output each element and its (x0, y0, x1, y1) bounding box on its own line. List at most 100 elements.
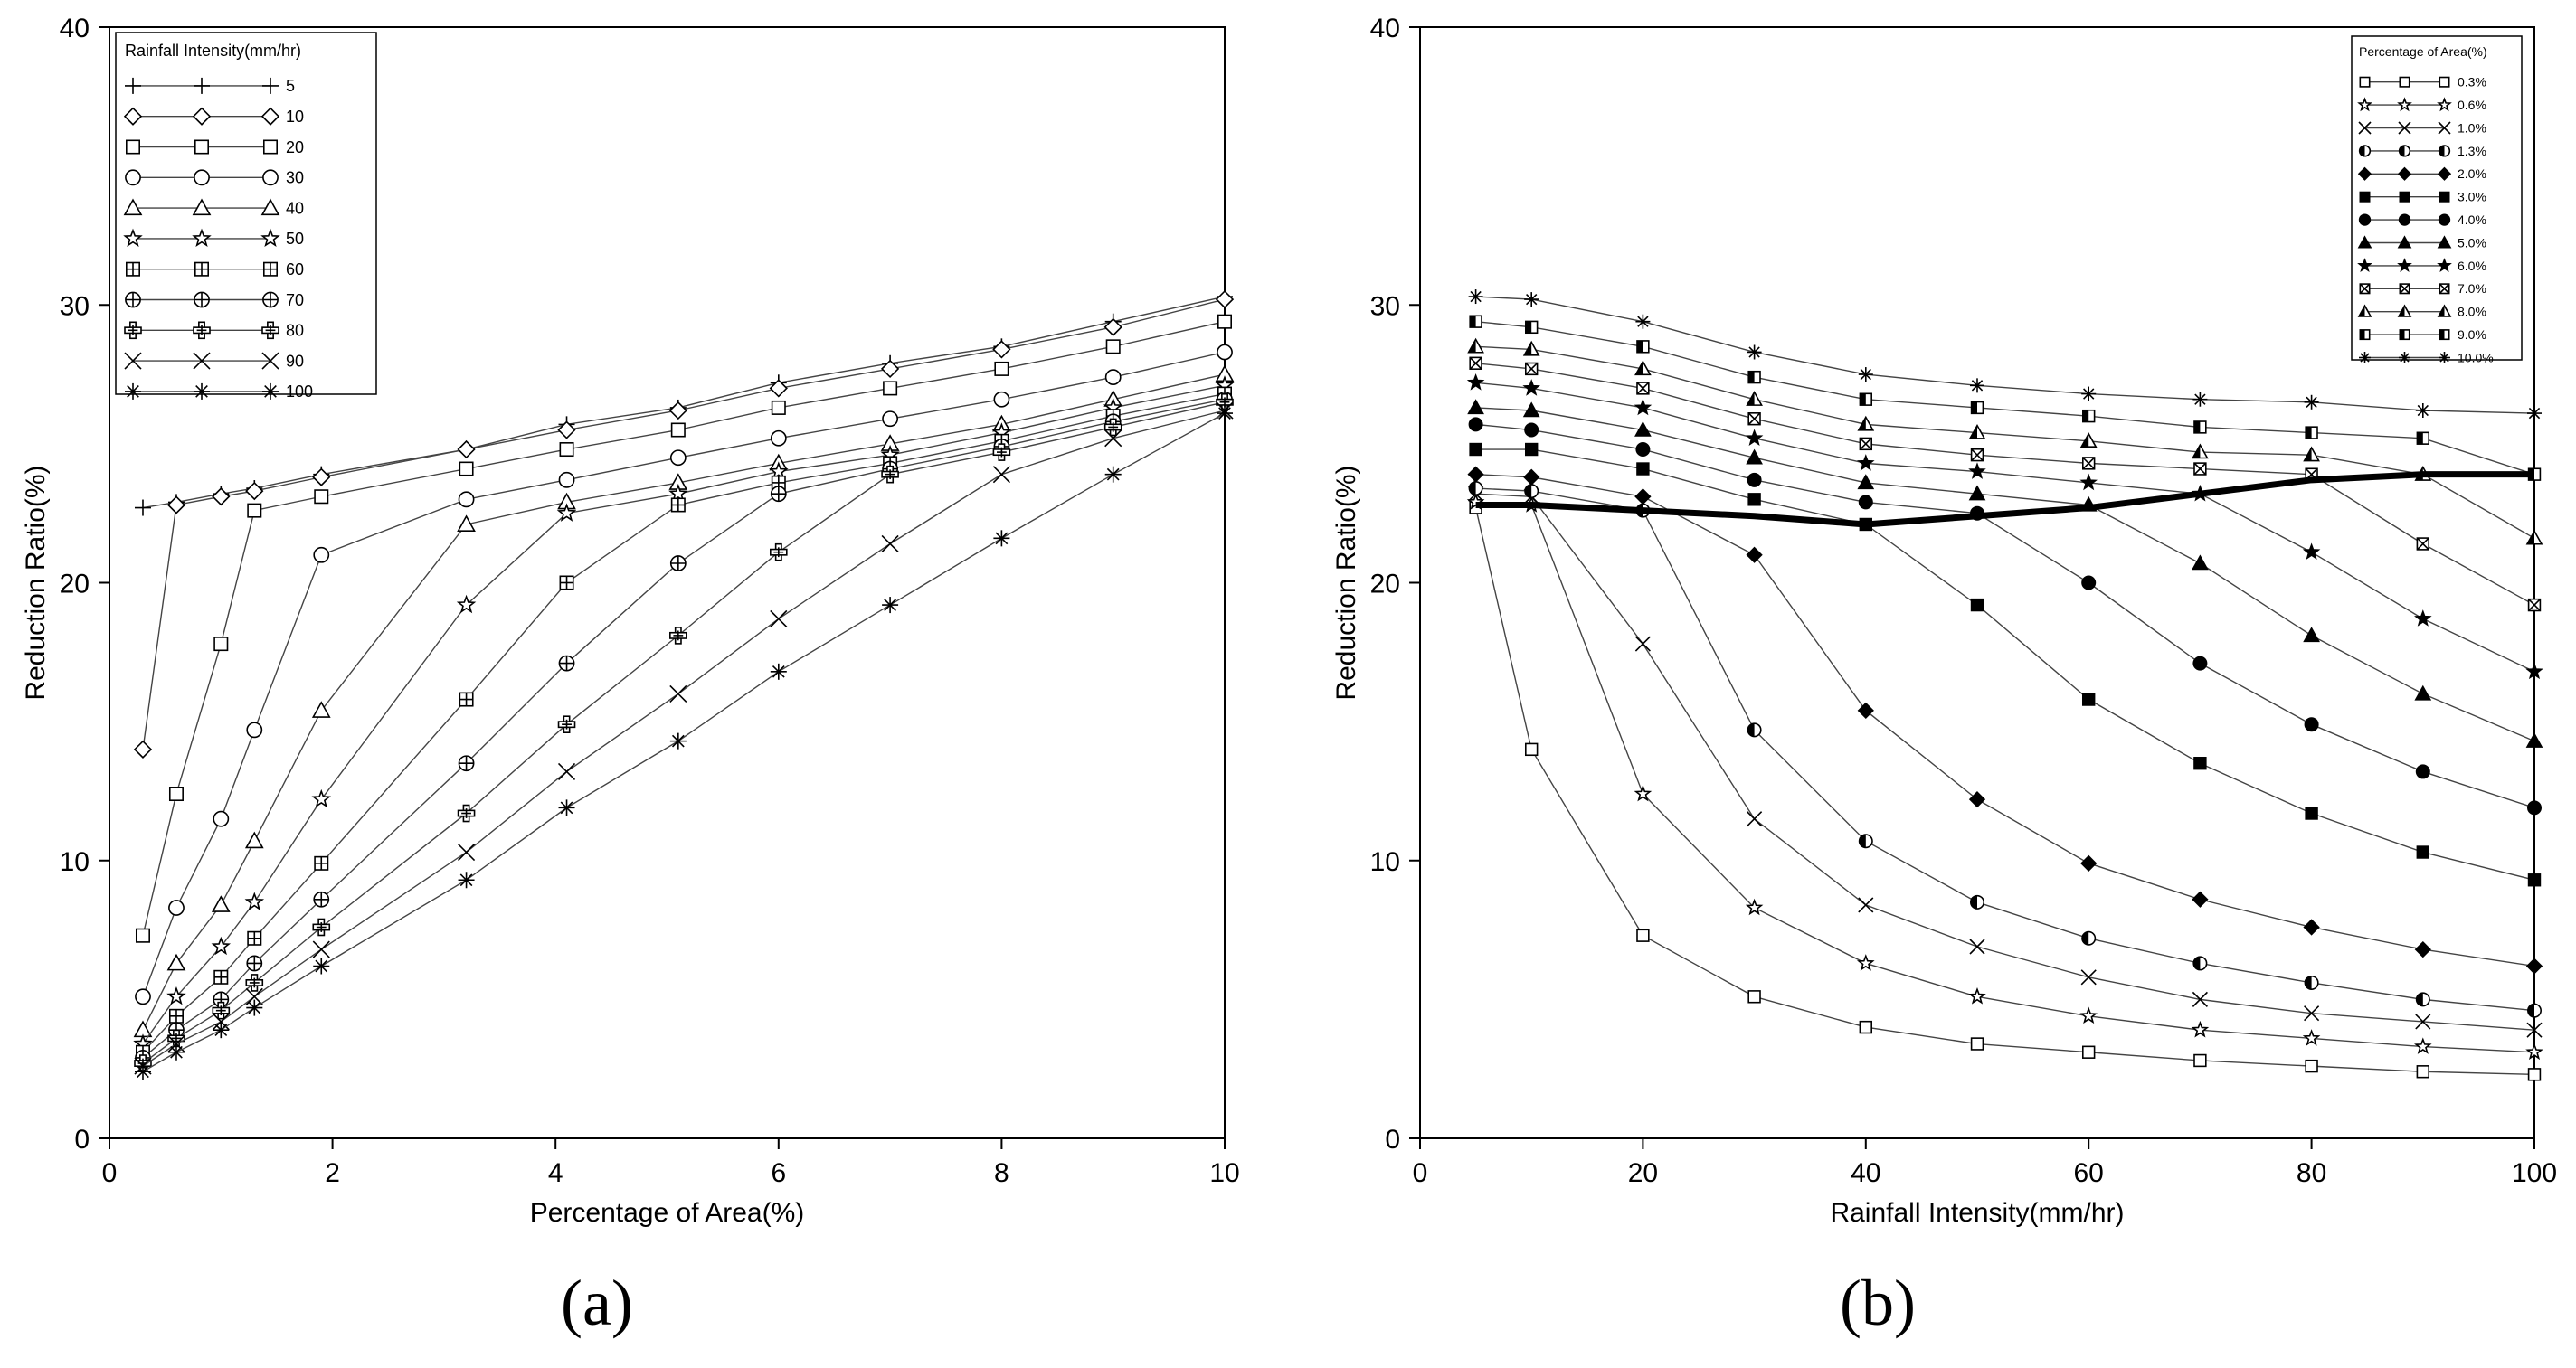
b-data-point (2416, 845, 2430, 859)
b-series-9-0- (1469, 315, 2542, 481)
a-data-point (456, 594, 477, 614)
a-data-point (882, 410, 899, 428)
b-data-point (1859, 392, 1873, 406)
a-data-point (992, 443, 1011, 461)
a-data-point (213, 810, 230, 827)
a-data-point (244, 831, 264, 849)
b-data-point (2304, 1005, 2320, 1022)
b-data-point (1970, 1037, 1984, 1051)
b-legend-marker (2437, 304, 2452, 317)
b-data-point (1522, 379, 1540, 396)
a-data-point (212, 487, 231, 506)
b-legend-marker (2399, 191, 2410, 203)
b-data-point (2193, 462, 2207, 476)
b-data-point (2525, 958, 2543, 975)
b-data-point (1467, 337, 1484, 354)
b-data-point (1523, 468, 1540, 486)
a-series-line (142, 373, 1226, 1031)
a-series-40 (133, 364, 1235, 1038)
b-legend-marker (2399, 283, 2410, 295)
b-legend-item: 1.0% (2358, 120, 2486, 135)
b-xtick-label: 100 (2512, 1158, 2557, 1188)
b-data-point (2303, 446, 2320, 462)
b-data-point (1468, 481, 1483, 496)
b-series-10-0- (1468, 289, 2542, 421)
b-legend-marker (2358, 213, 2372, 226)
b-data-point (1634, 488, 1652, 505)
b-data-point (2081, 693, 2096, 706)
b-series-line (1475, 473, 2535, 967)
b-data-point (2416, 537, 2430, 551)
b-ytick-label: 20 (1370, 570, 1400, 599)
b-data-point (1968, 423, 1986, 439)
a-data-point (134, 499, 151, 516)
b-legend-item: 3.0% (2359, 190, 2486, 204)
b-data-point (2303, 627, 2320, 643)
a-legend-marker (261, 321, 279, 340)
b-data-point (2192, 991, 2208, 1007)
b-data-point (2079, 473, 2098, 491)
b-series-5-0- (1467, 399, 2543, 748)
a-data-point (558, 799, 575, 816)
a-data-point (135, 988, 151, 1005)
a-series-100 (134, 405, 1233, 1080)
b-data-point (2305, 807, 2318, 820)
b-data-point (2193, 1053, 2207, 1068)
a-legend-item: 30 (125, 169, 304, 187)
a-legend-item: 20 (126, 138, 304, 156)
b-data-point (1636, 340, 1650, 354)
a-legend-marker (260, 107, 280, 126)
a-data-point (669, 684, 687, 703)
b-data-point (1636, 462, 1650, 476)
a-data-point (245, 481, 264, 501)
b-legend: Percentage of Area(%) 0.3% 0.6% 1.0% 1.3% 2.0… (2351, 35, 2523, 364)
a-data-point (1217, 344, 1233, 361)
b-legend-marker (2359, 352, 2371, 363)
a-legend-marker (192, 198, 212, 216)
b-data-point (2415, 403, 2430, 419)
b-legend-label: 9.0% (2458, 327, 2486, 342)
b-y-axis-label: Reduction Ratio(%) (1331, 465, 1361, 700)
b-data-point (2079, 432, 2098, 448)
b-data-point (2415, 1014, 2431, 1030)
b-series-line (1475, 493, 2535, 1031)
b-data-point (1857, 415, 1875, 431)
b-data-point (1747, 472, 1762, 487)
b-legend-marker (2399, 329, 2410, 341)
a-data-point (770, 486, 787, 503)
a-data-point (557, 762, 576, 780)
a-data-point (1104, 466, 1122, 483)
b-legend-label: 6.0% (2458, 259, 2486, 273)
a-legend-marker (123, 107, 143, 126)
a-data-point (459, 461, 474, 476)
a-ytick-label: 40 (60, 14, 90, 43)
b-ytick-label: 40 (1370, 14, 1400, 43)
b-series-line (1475, 487, 2535, 1012)
b-series-line (1475, 423, 2535, 809)
a-legend-marker (194, 382, 210, 400)
a-data-point (771, 400, 786, 415)
b-series-2-0- (1467, 466, 2543, 975)
a-data-point (668, 401, 687, 420)
a-legend: Rainfall Intensity(mm/hr) 5 10 20 30 40 50 60 70… (115, 32, 377, 401)
b-data-point (1747, 990, 1761, 1004)
a-data-point (769, 379, 788, 398)
b-series-line (1475, 363, 2535, 606)
a-series-10 (133, 289, 1235, 759)
b-data-point (1467, 466, 1484, 483)
a-data-point (166, 986, 186, 1005)
a-data-point (670, 497, 686, 513)
b-legend-marker (2358, 121, 2372, 135)
a-data-point (247, 930, 262, 946)
a-legend-marker (125, 291, 141, 308)
b-series-6-0- (1466, 373, 2543, 680)
a-data-point (166, 953, 186, 971)
b-data-point (2527, 800, 2543, 816)
b-data-point (2193, 420, 2207, 434)
b-data-point (2081, 575, 2097, 590)
b-data-point (2525, 1043, 2543, 1061)
a-data-point (881, 465, 899, 484)
b-data-point (1522, 401, 1540, 418)
b-legend-marker (2398, 213, 2411, 226)
a-legend-label: 60 (286, 260, 304, 278)
